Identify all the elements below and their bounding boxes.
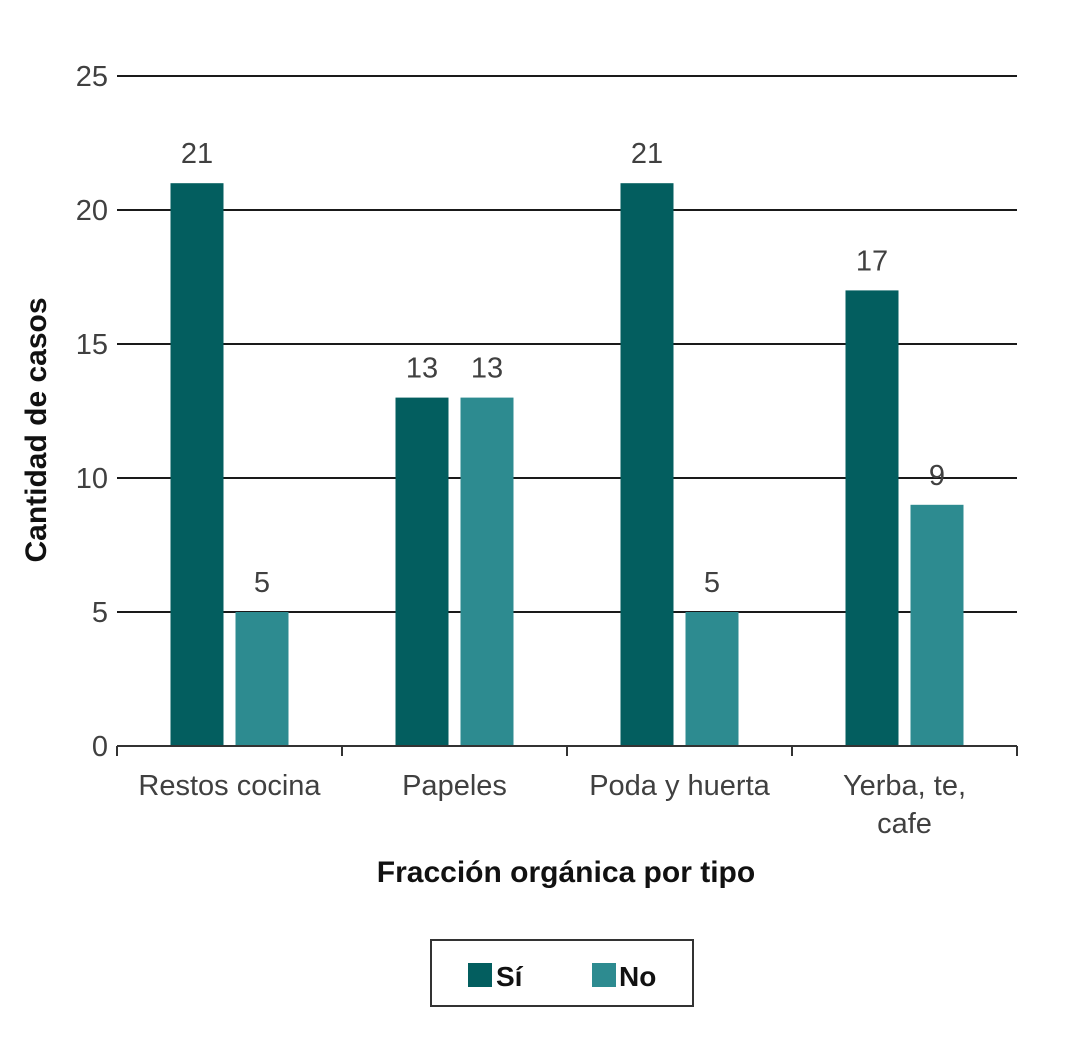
bar-si <box>170 183 224 746</box>
legend: Sí No <box>430 939 694 1007</box>
legend-label-no: No <box>619 961 656 992</box>
bar-no <box>910 504 964 746</box>
bar-si <box>395 397 449 746</box>
legend-label-si: Sí <box>496 961 524 992</box>
bar-no <box>235 612 289 746</box>
x-axis-title: Fracción orgánica por tipo <box>377 856 755 889</box>
legend-swatch-si <box>468 963 492 987</box>
data-label: 21 <box>631 138 663 170</box>
bar-si <box>620 183 674 746</box>
x-tick-label: Papeles <box>402 770 507 802</box>
y-axis-title: Cantidad de casos <box>20 297 53 562</box>
bar-si <box>845 290 899 746</box>
data-label: 13 <box>406 353 438 385</box>
data-label: 5 <box>254 567 270 599</box>
y-axis: 0 5 10 15 20 25 <box>76 61 108 763</box>
data-label: 5 <box>704 567 720 599</box>
data-label: 17 <box>856 245 888 277</box>
data-labels: 21 5 13 13 21 5 17 9 <box>181 138 945 599</box>
y-tick-label: 5 <box>92 597 108 629</box>
legend-box <box>430 939 694 1007</box>
y-tick-label: 25 <box>76 61 108 93</box>
x-tick-label: Yerba, te, <box>843 770 966 802</box>
x-tick-label: cafe <box>877 808 932 840</box>
y-tick-label: 20 <box>76 195 108 227</box>
y-tick-label: 0 <box>92 731 108 763</box>
bar-no <box>460 397 514 746</box>
data-label: 9 <box>929 460 945 492</box>
data-label: 13 <box>471 353 503 385</box>
legend-swatch-no <box>592 963 616 987</box>
bar-no <box>685 612 739 746</box>
x-tick-label: Restos cocina <box>138 770 321 802</box>
bars <box>170 183 964 746</box>
x-tick-label: Poda y huerta <box>589 770 770 802</box>
y-tick-label: 10 <box>76 463 108 495</box>
data-label: 21 <box>181 138 213 170</box>
x-axis: Restos cocina Papeles Poda y huerta Yerba, … <box>116 745 1018 840</box>
y-tick-label: 15 <box>76 329 108 361</box>
